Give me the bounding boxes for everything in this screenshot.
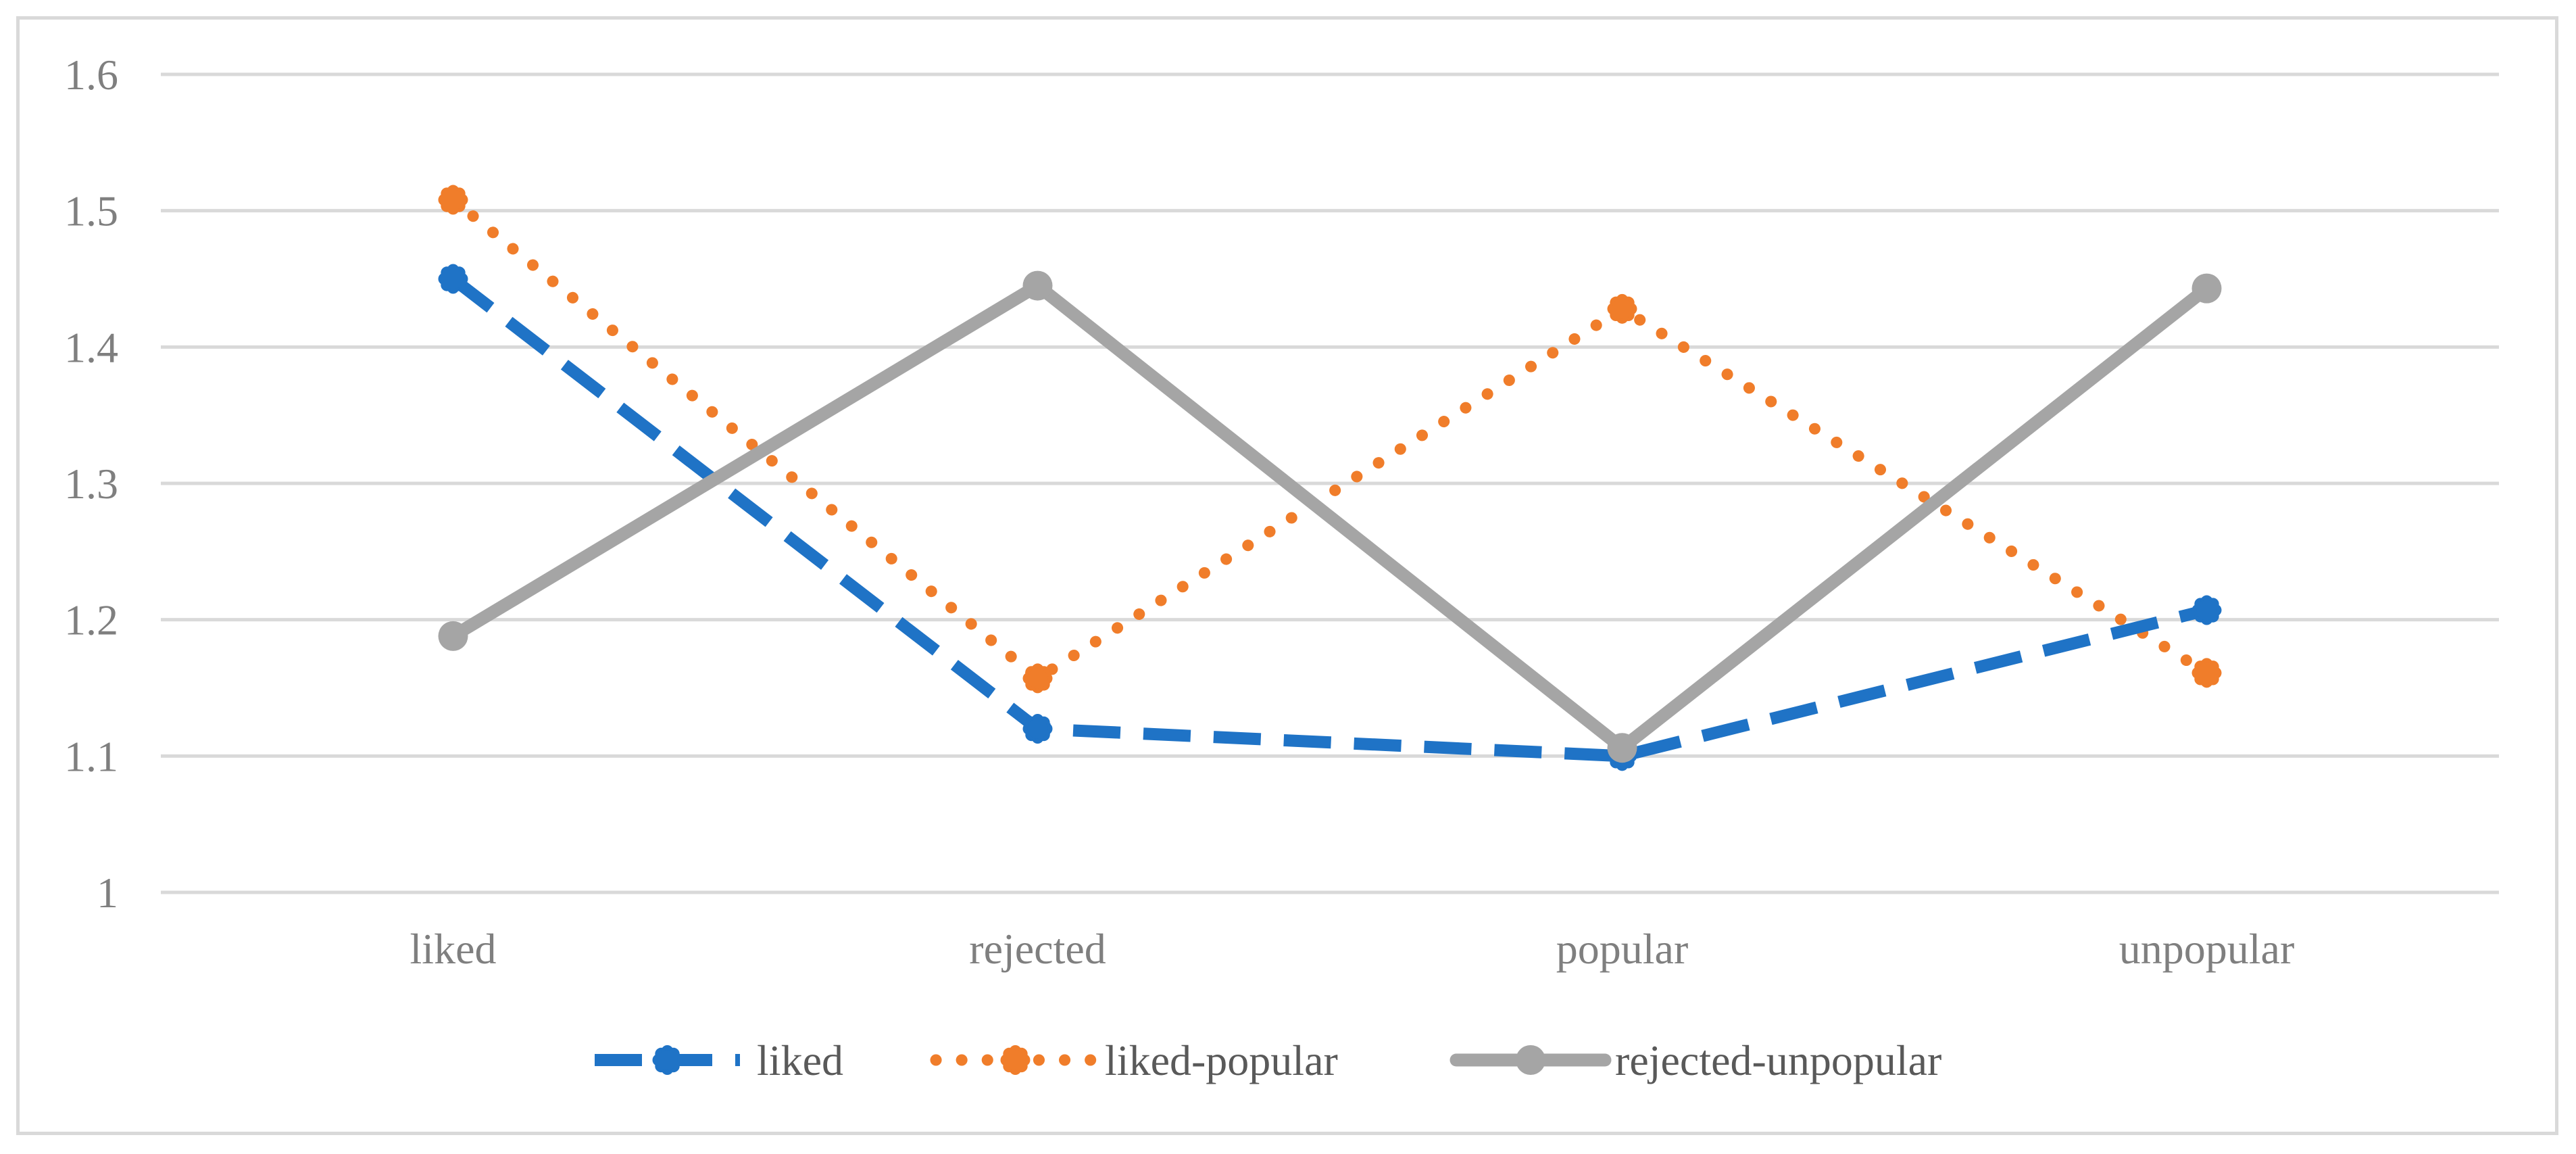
y-tick-label: 1.1: [64, 732, 118, 780]
legend-swatch-marker: [652, 1045, 683, 1075]
data-point-liked-popular: [438, 185, 468, 215]
data-point-liked-popular: [1607, 293, 1637, 324]
y-tick-label: 1.2: [64, 596, 118, 644]
series-line-liked: [449, 274, 2208, 763]
legend-label: liked-popular: [1105, 1036, 1338, 1084]
gridlines: [161, 72, 2499, 894]
legend-label: liked: [757, 1036, 843, 1084]
y-axis-tick-labels: 1 1.1 1.2 1.3 1.4 1.5 1.6: [64, 51, 118, 917]
data-point-liked-popular: [2191, 658, 2222, 688]
legend: liked liked-popular rejected-unpopular: [595, 1036, 1941, 1084]
data-point-liked-popular: [1022, 663, 1053, 694]
data-point-rejected-unpopular: [2191, 273, 2222, 304]
y-tick-label: 1.6: [64, 51, 118, 99]
series-line-liked-popular: [447, 194, 2212, 684]
y-tick-label: 1.3: [64, 460, 118, 508]
y-tick-label: 1.5: [64, 187, 118, 235]
legend-item-liked: liked: [595, 1036, 843, 1084]
legend-item-liked-popular: liked-popular: [930, 1036, 1338, 1084]
data-point-rejected-unpopular: [438, 621, 468, 651]
data-point-rejected-unpopular: [1022, 270, 1053, 301]
legend-swatch-marker: [1000, 1045, 1031, 1075]
data-point-liked: [1022, 714, 1053, 744]
series-lines: [438, 185, 2222, 771]
data-point-rejected-unpopular: [1607, 733, 1637, 763]
legend-label: rejected-unpopular: [1615, 1036, 1941, 1084]
x-axis-tick-labels: liked rejected popular unpopular: [410, 925, 2295, 973]
legend-swatch-marker: [1516, 1045, 1545, 1075]
x-tick-label: liked: [410, 925, 497, 973]
y-tick-label: 1.4: [64, 323, 118, 371]
x-tick-label: rejected: [969, 925, 1106, 973]
x-tick-label: popular: [1556, 925, 1689, 973]
y-tick-label: 1: [97, 869, 118, 917]
data-point-liked: [2191, 595, 2222, 625]
x-tick-label: unpopular: [2119, 925, 2295, 973]
series-line-rejected-unpopular: [447, 279, 2213, 754]
legend-item-rejected-unpopular: rejected-unpopular: [1450, 1036, 1941, 1084]
data-point-liked: [438, 264, 468, 294]
